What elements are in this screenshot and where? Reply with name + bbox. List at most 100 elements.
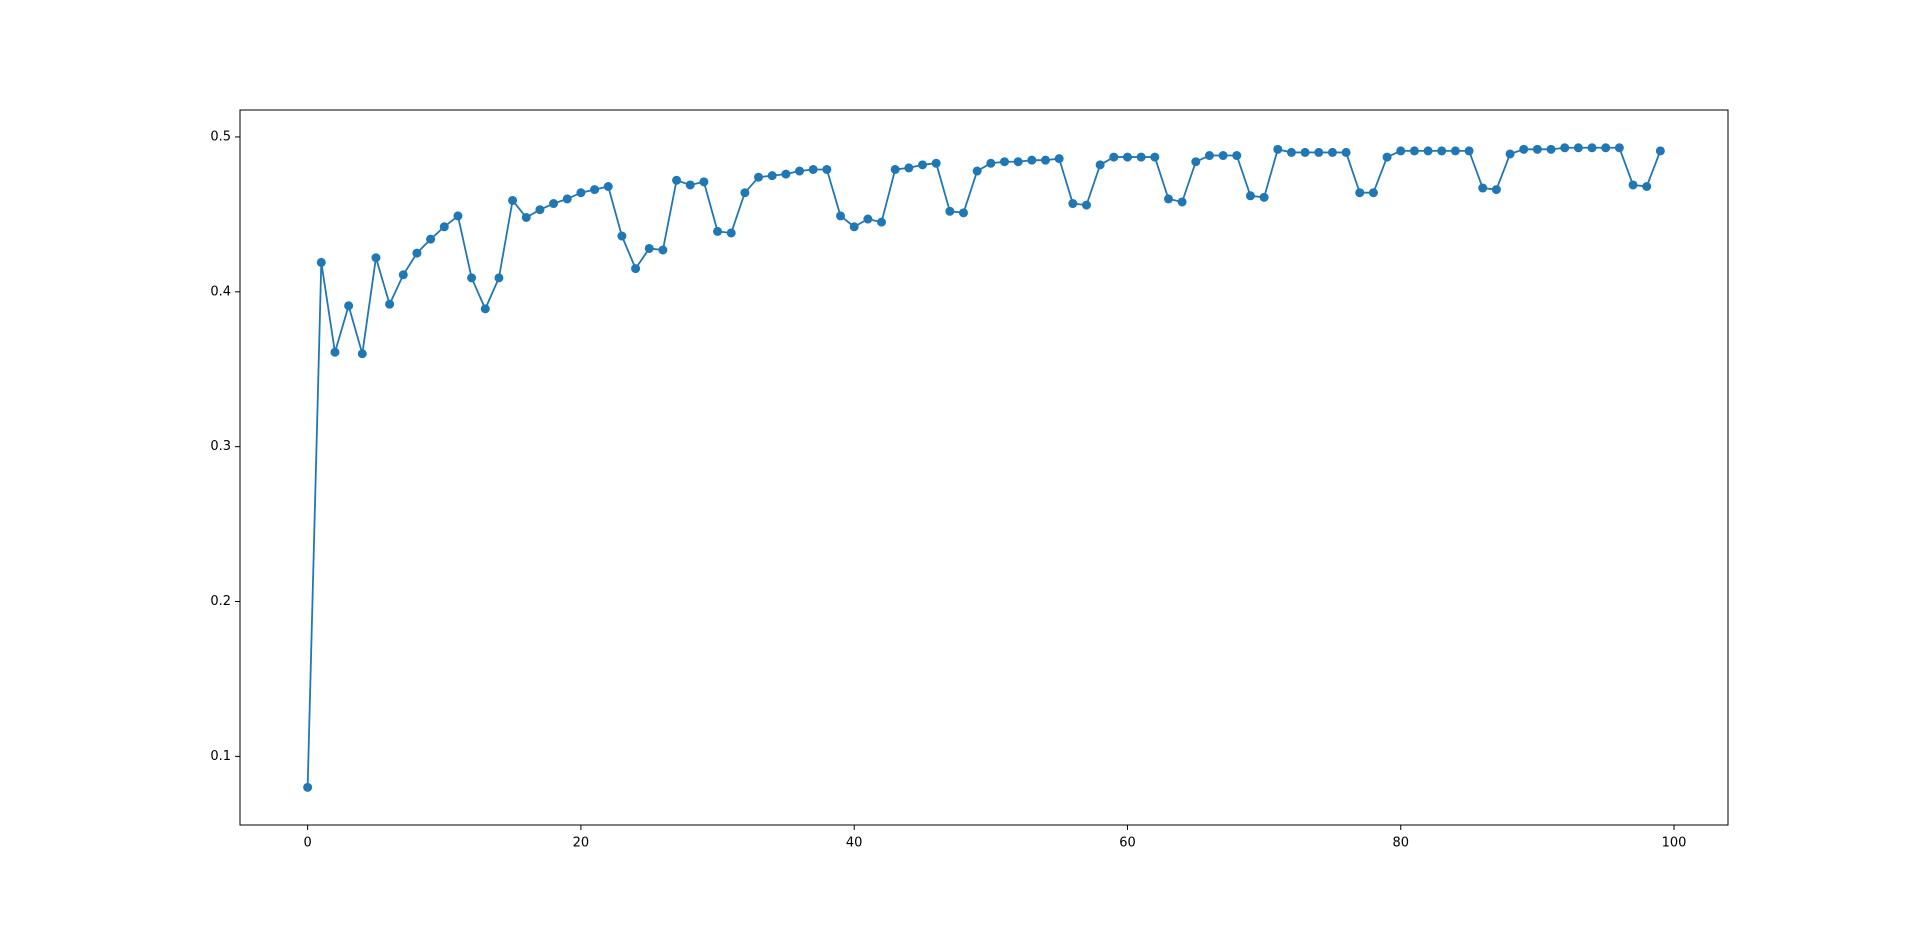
y-tick-label: 0.2 [210, 594, 231, 609]
marker [1122, 152, 1132, 162]
marker [1245, 191, 1255, 201]
marker [562, 194, 572, 204]
marker [1300, 147, 1310, 157]
x-tick-label: 20 [573, 836, 590, 851]
marker [999, 157, 1009, 167]
marker [412, 248, 422, 258]
marker [1136, 152, 1146, 162]
marker [713, 226, 723, 236]
marker [1519, 144, 1529, 154]
marker [453, 211, 463, 221]
marker [986, 158, 996, 168]
marker [1573, 143, 1583, 153]
marker [1013, 157, 1023, 167]
marker [1273, 144, 1283, 154]
marker [1327, 147, 1337, 157]
marker [658, 245, 668, 255]
marker [1177, 197, 1187, 207]
marker [1314, 147, 1324, 157]
marker [1259, 192, 1269, 202]
marker [754, 172, 764, 182]
marker [576, 188, 586, 198]
marker [1642, 182, 1652, 192]
marker [344, 301, 354, 311]
y-tick-label: 0.3 [210, 439, 231, 454]
marker [494, 273, 504, 283]
marker [822, 164, 832, 174]
marker [959, 208, 969, 218]
marker [480, 304, 490, 314]
marker [877, 217, 887, 227]
marker [740, 188, 750, 198]
marker [1450, 146, 1460, 156]
marker [699, 177, 709, 187]
marker [1437, 146, 1447, 156]
marker [303, 782, 313, 792]
marker [1655, 146, 1665, 156]
y-tick-label: 0.5 [210, 129, 231, 144]
marker [330, 347, 340, 357]
marker [1409, 146, 1419, 156]
y-tick-label: 0.1 [210, 749, 231, 764]
marker [1396, 146, 1406, 156]
marker [972, 166, 982, 176]
marker [1218, 151, 1228, 161]
marker [836, 211, 846, 221]
marker [1068, 199, 1078, 209]
marker [1464, 146, 1474, 156]
marker [644, 243, 654, 253]
marker [1614, 143, 1624, 153]
marker [1204, 151, 1214, 161]
marker [1478, 183, 1488, 193]
marker [795, 166, 805, 176]
marker [1628, 180, 1638, 190]
plot-frame [239, 109, 1729, 826]
marker [1587, 143, 1597, 153]
marker [316, 257, 326, 267]
x-tick-label: 40 [846, 836, 863, 851]
marker [398, 270, 408, 280]
marker [1423, 146, 1433, 156]
marker [1491, 185, 1501, 195]
marker [603, 182, 613, 192]
marker [767, 171, 777, 181]
marker [1505, 149, 1515, 159]
marker [1286, 147, 1296, 157]
marker [1163, 194, 1173, 204]
x-tick-label: 0 [303, 836, 311, 851]
marker [1368, 188, 1378, 198]
marker [1532, 144, 1542, 154]
marker [1095, 160, 1105, 170]
marker [849, 222, 859, 232]
marker [1054, 154, 1064, 164]
marker [890, 164, 900, 174]
x-tick-label: 60 [1119, 836, 1136, 851]
marker [1027, 155, 1037, 165]
marker [904, 163, 914, 173]
marker [1341, 147, 1351, 157]
marker [945, 206, 955, 216]
marker [1355, 188, 1365, 198]
marker [918, 160, 928, 170]
marker [631, 264, 641, 274]
marker [535, 205, 545, 215]
x-tick-label: 80 [1392, 836, 1409, 851]
marker [1382, 152, 1392, 162]
marker [781, 169, 791, 179]
marker [357, 349, 367, 359]
marker [1601, 143, 1611, 153]
marker [1560, 143, 1570, 153]
line [306, 146, 1662, 788]
marker [1109, 152, 1119, 162]
marker [467, 273, 477, 283]
marker [439, 222, 449, 232]
marker [1150, 152, 1160, 162]
marker [371, 253, 381, 263]
marker [617, 231, 627, 241]
marker [549, 199, 559, 209]
marker [931, 158, 941, 168]
y-tick-label: 0.4 [210, 284, 231, 299]
marker [1191, 157, 1201, 167]
